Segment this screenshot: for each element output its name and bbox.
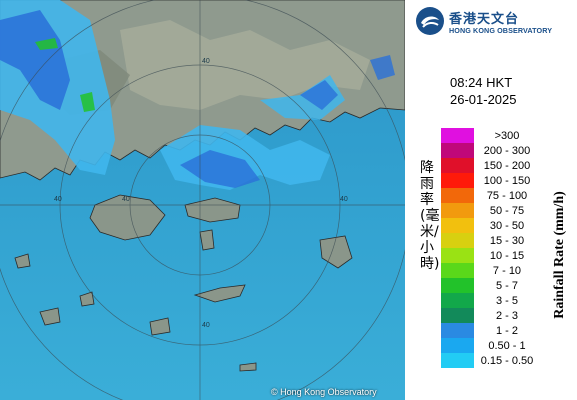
radar-map[interactable]: 40 40 40 40 40 © Hong Kong Observatory xyxy=(0,0,405,400)
legend-swatch xyxy=(441,128,474,143)
radar-time: 08:24 HKT xyxy=(450,75,513,90)
legend-swatch xyxy=(441,323,474,338)
legend-swatch xyxy=(441,203,474,218)
legend-row: 0.15 - 0.50 xyxy=(441,353,540,368)
range-rings xyxy=(0,0,405,400)
southern-islet xyxy=(239,362,257,372)
legend-label: 10 - 15 xyxy=(489,249,525,262)
legend-row: 75 - 100 xyxy=(441,188,540,203)
legend-row: 1 - 2 xyxy=(441,323,540,338)
legend-label: 150 - 200 xyxy=(483,159,531,172)
legend-title-en: Rainfall Rate (mm/h) xyxy=(552,191,567,319)
legend-swatch xyxy=(441,338,474,353)
legend-label: 30 - 50 xyxy=(489,219,525,232)
west-islands xyxy=(14,253,171,336)
hko-logo[interactable]: 香港天文台 HONG KONG OBSERVATORY xyxy=(415,4,575,38)
legend-swatch xyxy=(441,263,474,278)
legend-label: 3 - 5 xyxy=(495,294,518,307)
logo-name-zh: 香港天文台 xyxy=(449,12,520,27)
legend-label: >300 xyxy=(494,129,520,142)
ring-label-inner: 40 xyxy=(122,196,130,203)
legend-row: 7 - 10 xyxy=(441,263,540,278)
ring-label-south: 40 xyxy=(202,322,210,329)
legend-row: 50 - 75 xyxy=(441,203,540,218)
legend-swatch xyxy=(441,308,474,323)
lema-islands xyxy=(193,284,246,303)
mainland-hills xyxy=(120,20,370,110)
rain-area-mid-3 xyxy=(300,55,395,110)
rainfall-legend: >300 200 - 300 150 - 200 100 - 150 75 - 100 5… xyxy=(441,128,540,368)
legend-swatch xyxy=(441,293,474,308)
rain-area-green xyxy=(35,38,95,112)
legend-label: 200 - 300 xyxy=(483,144,531,157)
logo-name-en: HONG KONG OBSERVATORY xyxy=(449,26,553,35)
legend-swatch xyxy=(441,353,474,368)
legend-panel: 香港天文台 HONG KONG OBSERVATORY 08:24 HKT 26… xyxy=(405,0,577,400)
radar-date: 26-01-2025 xyxy=(450,92,517,107)
legend-row: 30 - 50 xyxy=(441,218,540,233)
hko-logo-icon xyxy=(416,7,444,35)
legend-row: >300 xyxy=(441,128,540,143)
legend-swatch xyxy=(441,188,474,203)
legend-title-zh: 降雨率(毫米/小時) xyxy=(420,160,440,272)
lamma-island xyxy=(199,229,215,251)
rain-area-mid xyxy=(0,10,70,110)
legend-swatch xyxy=(441,143,474,158)
legend-label: 1 - 2 xyxy=(495,324,518,337)
legend-row: 150 - 200 xyxy=(441,158,540,173)
legend-label: 15 - 30 xyxy=(489,234,525,247)
legend-swatch xyxy=(441,173,474,188)
legend-swatch xyxy=(441,218,474,233)
legend-swatch xyxy=(441,233,474,248)
east-islands xyxy=(319,235,353,269)
hk-island xyxy=(184,197,241,223)
legend-label: 5 - 7 xyxy=(495,279,518,292)
legend-label: 100 - 150 xyxy=(483,174,531,187)
legend-row: 2 - 3 xyxy=(441,308,540,323)
legend-row: 200 - 300 xyxy=(441,143,540,158)
ring-label-north: 40 xyxy=(202,58,210,65)
legend-swatch xyxy=(441,158,474,173)
legend-row: 15 - 30 xyxy=(441,233,540,248)
legend-label: 2 - 3 xyxy=(495,309,518,322)
legend-swatch xyxy=(441,278,474,293)
legend-label: 7 - 10 xyxy=(492,264,522,277)
ring-label-east: 40 xyxy=(340,196,348,203)
lantau-island xyxy=(89,194,166,241)
legend-label: 75 - 100 xyxy=(486,189,528,202)
legend-row: 10 - 15 xyxy=(441,248,540,263)
legend-label: 0.50 - 1 xyxy=(488,339,526,352)
ring-label-west: 40 xyxy=(54,196,62,203)
legend-label: 50 - 75 xyxy=(489,204,525,217)
legend-row: 100 - 150 xyxy=(441,173,540,188)
radar-map-canvas xyxy=(0,0,405,400)
legend-row: 0.50 - 1 xyxy=(441,338,540,353)
legend-row: 3 - 5 xyxy=(441,293,540,308)
copyright-notice: © Hong Kong Observatory xyxy=(271,387,377,397)
legend-row: 5 - 7 xyxy=(441,278,540,293)
legend-label: 0.15 - 0.50 xyxy=(480,354,534,367)
legend-swatch xyxy=(441,248,474,263)
